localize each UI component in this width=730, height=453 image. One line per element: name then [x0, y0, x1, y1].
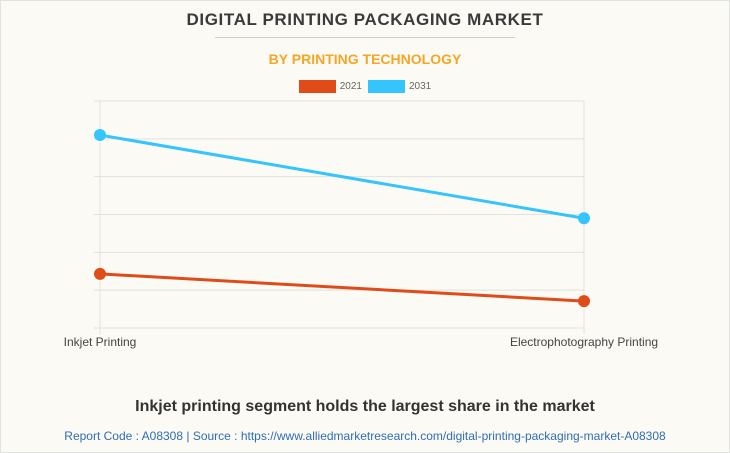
series-lines [94, 129, 590, 308]
data-point-2021-1[interactable] [578, 295, 590, 308]
x-tick-label-1: Electrophotography Printing [510, 335, 658, 349]
legend-swatch-2031 [368, 80, 405, 93]
legend-swatch-2021 [298, 80, 336, 93]
x-axis-labels: Inkjet Printing Electrophotography Printi… [64, 335, 658, 349]
legend-item-2021[interactable]: 2021 [298, 80, 362, 93]
chart-subtitle: BY PRINTING TECHNOLOGY [268, 51, 462, 67]
series-2031 [94, 129, 590, 225]
legend-label-2021: 2021 [339, 81, 362, 92]
legend-label-2031: 2031 [409, 81, 432, 92]
title-divider [215, 37, 515, 38]
legend-item-2031[interactable]: 2031 [368, 80, 431, 93]
x-tick-label-0: Inkjet Printing [64, 335, 137, 349]
data-point-2021-0[interactable] [94, 267, 106, 280]
chart-title: DIGITAL PRINTING PACKAGING MARKET [186, 10, 544, 29]
series-2021 [94, 267, 590, 308]
gridlines [94, 100, 585, 334]
data-point-2031-1[interactable] [578, 212, 590, 225]
data-point-2031-0[interactable] [94, 129, 106, 142]
series-line-2021 [99, 272, 585, 303]
source-line[interactable]: Report Code : A08308 | Source : https://… [64, 429, 666, 443]
chart-caption: Inkjet printing segment holds the larges… [135, 398, 595, 415]
legend: 2021 2031 [0, 80, 730, 93]
series-line-2031 [99, 133, 585, 220]
